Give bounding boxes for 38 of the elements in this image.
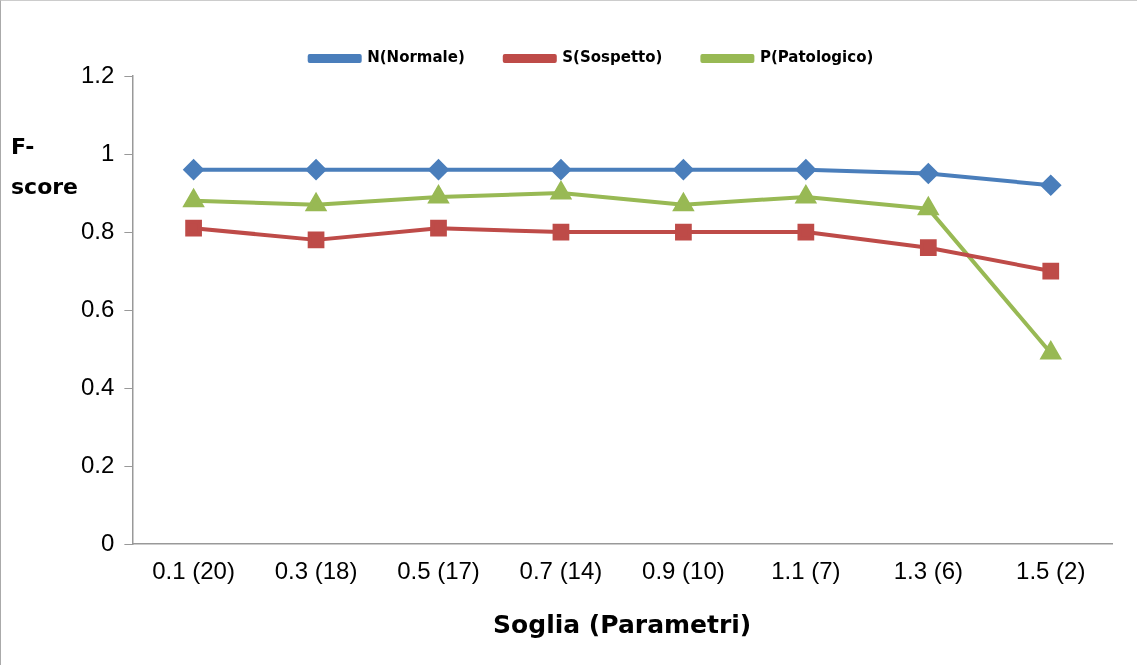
point	[1042, 262, 1060, 280]
point	[918, 163, 939, 184]
point	[919, 239, 937, 257]
point	[307, 231, 325, 249]
legend-label: S(Sospetto)	[562, 48, 663, 67]
y-tick-label: 0.6	[80, 294, 115, 322]
y-axis-title: F-score	[11, 133, 80, 201]
point	[551, 182, 571, 200]
point	[550, 159, 571, 180]
y-tick-label: 1.2	[80, 60, 115, 88]
point	[675, 223, 692, 241]
point	[797, 223, 815, 241]
x-tick-label: 0.7 (14)	[519, 557, 603, 585]
y-tick-label: 0.2	[80, 450, 115, 478]
point	[185, 219, 202, 237]
legend-label: N(Normale)	[367, 48, 465, 67]
point	[795, 159, 816, 180]
y-tick-label: 0	[101, 528, 115, 556]
point	[430, 219, 447, 237]
x-tick-label: 0.1 (20)	[152, 557, 235, 585]
x-tick-label: 0.9 (10)	[642, 557, 725, 585]
x-axis-title: Soglia (Parametri)	[493, 609, 752, 639]
point	[183, 159, 204, 180]
point	[306, 159, 327, 180]
point	[552, 223, 570, 241]
y-tick-label: 1	[101, 138, 115, 166]
x-tick-label: 0.5 (17)	[397, 557, 480, 585]
point	[428, 159, 449, 180]
x-tick-label: 1.5 (2)	[1016, 557, 1086, 585]
point	[1040, 342, 1061, 360]
y-tick-label: 0.4	[80, 372, 115, 400]
x-tick-label: 1.3 (6)	[893, 557, 964, 585]
y-tick-label: 0.8	[80, 216, 115, 244]
x-tick-label: 0.3 (18)	[274, 557, 358, 585]
point	[673, 159, 694, 180]
point	[1040, 175, 1061, 196]
legend-label: P(Patologico)	[759, 48, 874, 67]
x-tick-label: 1.1 (7)	[771, 557, 841, 585]
